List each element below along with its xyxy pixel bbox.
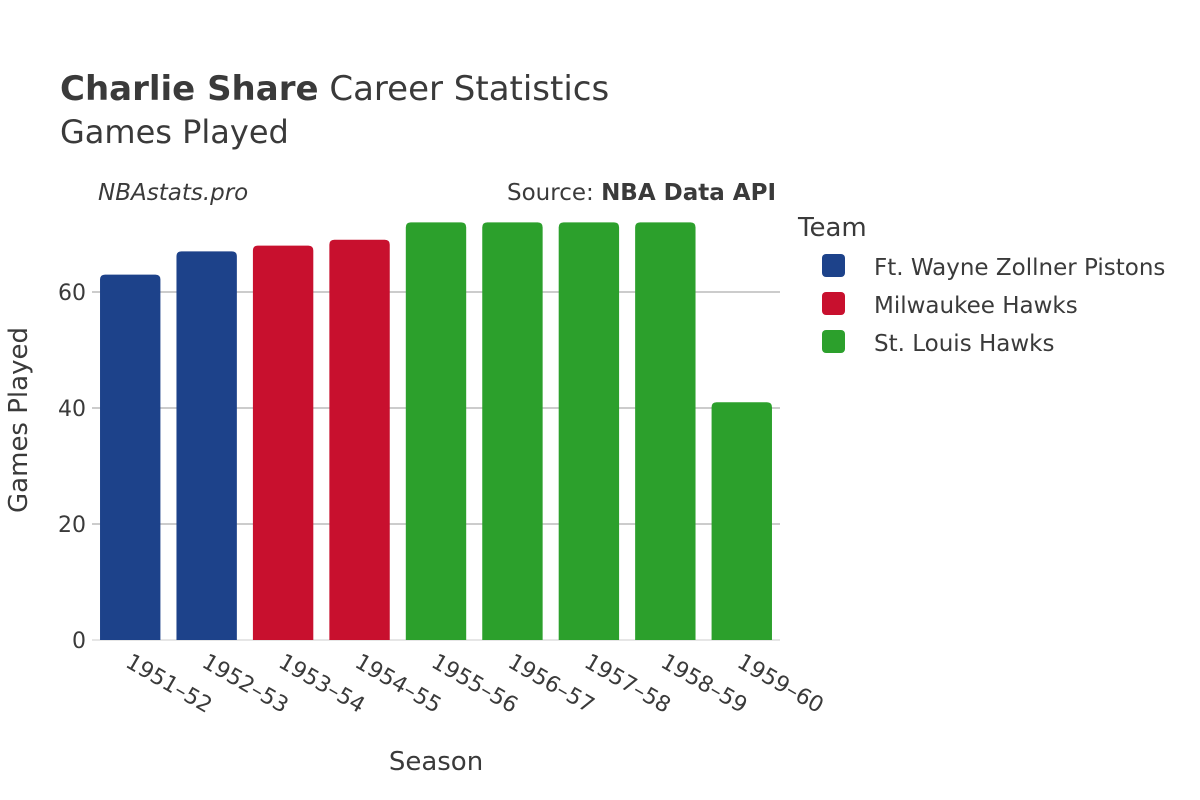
source-prefix: Source:: [507, 180, 601, 206]
bar-1955–56: [405, 222, 467, 640]
y-axis-title: Games Played: [4, 327, 34, 513]
bar-1957–58: [558, 222, 620, 640]
y-tick-labels: 0 20 40 60: [58, 281, 86, 654]
bar-1958–59: [635, 222, 696, 640]
x-tick-label: 1953–54: [274, 650, 369, 719]
y-tick-label: 60: [58, 281, 86, 306]
x-tick-label: 1956–57: [503, 650, 598, 719]
source-name: NBA Data API: [601, 180, 776, 206]
x-tick-label: 1952–53: [198, 650, 293, 719]
bar-1953–54: [252, 245, 314, 640]
watermark: NBAstats.pro: [98, 180, 248, 206]
y-tick-label: 0: [72, 629, 86, 654]
legend-swatch: [822, 330, 845, 353]
chart-subtitle: Games Played: [60, 113, 289, 151]
bars: [100, 222, 772, 641]
chart-title-rest: Career Statistics: [319, 69, 610, 109]
x-tick-label: 1958–59: [656, 650, 751, 719]
source-label: Source: NBA Data API: [507, 180, 776, 206]
x-tick-label: 1959–60: [733, 650, 828, 719]
x-axis-title: Season: [389, 747, 483, 777]
x-tick-label: 1955–56: [427, 650, 522, 719]
bar-1952–53: [176, 251, 237, 640]
legend-item-label: St. Louis Hawks: [874, 331, 1055, 357]
chart-title: Charlie Share Career Statistics: [60, 69, 609, 109]
bar-1956–57: [482, 222, 543, 640]
bar-1959–60: [711, 402, 772, 640]
x-tick-label: 1954–55: [351, 650, 446, 719]
legend-item-label: Milwaukee Hawks: [874, 293, 1078, 319]
x-tick-label: 1957–58: [580, 650, 675, 719]
legend-swatch: [822, 292, 845, 315]
chart-title-name: Charlie Share: [60, 69, 319, 109]
y-tick-label: 20: [58, 513, 86, 538]
legend: Ft. Wayne Zollner Pistons Milwaukee Hawks…: [822, 254, 1165, 357]
y-tick-label: 40: [58, 397, 86, 422]
legend-swatch: [822, 254, 845, 277]
x-tick-label: 1951–52: [121, 650, 216, 719]
x-tick-labels: 1951–521952–531953–541954–551955–561956–…: [121, 650, 827, 719]
bar-1951–52: [100, 274, 161, 640]
legend-title: Team: [797, 213, 867, 243]
legend-item-label: Ft. Wayne Zollner Pistons: [874, 255, 1165, 281]
bar-1954–55: [329, 239, 390, 641]
